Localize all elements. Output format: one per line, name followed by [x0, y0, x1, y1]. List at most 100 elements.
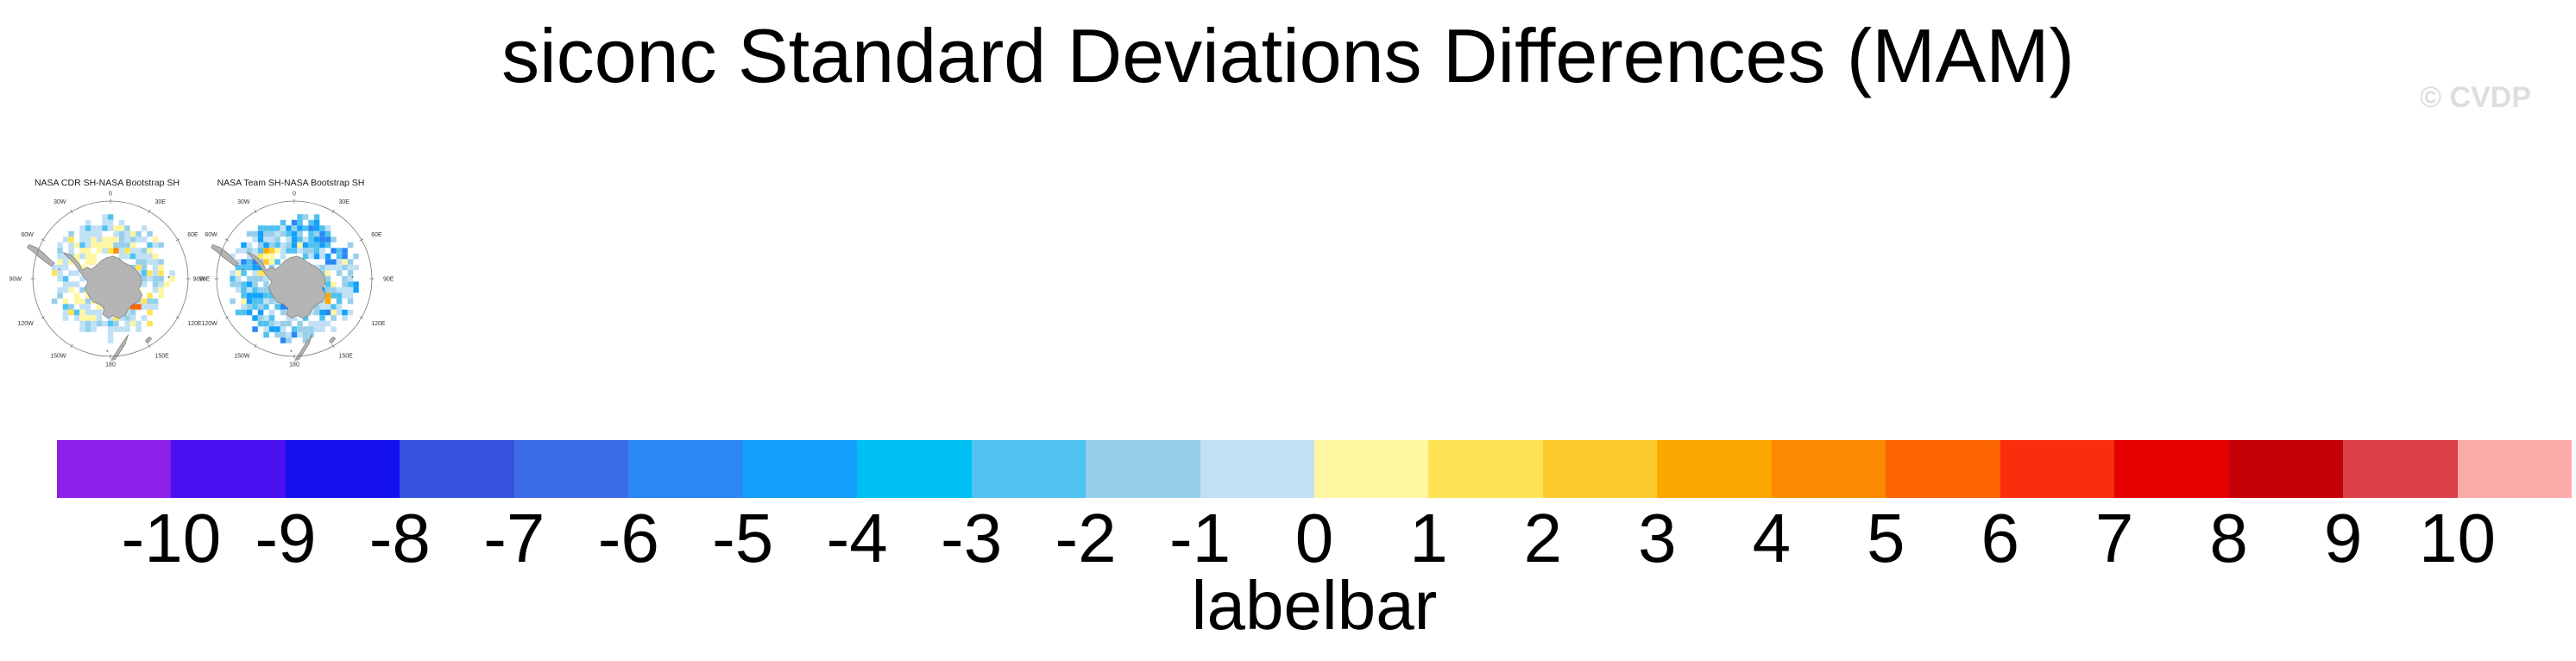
longitude-tick: [359, 316, 364, 319]
colorbar-label: labelbar: [1191, 567, 1438, 644]
landmass: [62, 252, 143, 319]
colorbar-swatch: [628, 440, 743, 498]
colorbar-tick: 10: [2419, 500, 2497, 576]
longitude-label: 120E: [187, 321, 202, 327]
islet-dot: [167, 276, 170, 279]
longitude-label: 120W: [18, 321, 35, 327]
longitude-label: 90E: [383, 276, 394, 282]
colorbar-tick: -3: [941, 500, 1003, 576]
colorbar-swatch: [2343, 440, 2458, 498]
cvdp-watermark: © CVDP: [2420, 81, 2531, 114]
colorbar-swatch: [1200, 440, 1314, 498]
figure-title: siconc Standard Deviations Differences (…: [501, 13, 2075, 98]
islet-dot: [242, 268, 244, 271]
longitude-label: 150W: [234, 354, 250, 360]
longitude-label: 30E: [155, 199, 167, 205]
colorbar-tick: 2: [1523, 500, 1563, 576]
colorbar-tick: 7: [2094, 500, 2134, 576]
longitude-label: 60E: [371, 232, 382, 238]
longitude-tick: [70, 209, 73, 214]
longitude-tick: [254, 343, 257, 349]
longitude-tick: [224, 316, 230, 319]
longitude-label: 180: [289, 362, 299, 368]
land-group: [211, 243, 354, 362]
longitude-label: 90E: [199, 276, 211, 282]
islet-dot: [106, 349, 109, 352]
longitude-label: 30W: [237, 199, 250, 205]
longitude-label: 150E: [339, 354, 354, 360]
panel-title-right: NASA Team SH-NASA Bootstrap SH: [217, 178, 365, 188]
longitude-label: 90W: [193, 276, 206, 282]
landmass: [294, 334, 313, 362]
colorbar-tick: 0: [1294, 500, 1334, 576]
landmass: [27, 243, 55, 268]
longitude-label: 90W: [9, 276, 22, 282]
longitude-label: 60W: [21, 232, 34, 238]
colorbar-swatch: [2114, 440, 2229, 498]
longitude-label: 0: [109, 191, 112, 197]
longitude-tick: [175, 316, 180, 319]
colorbar-tick: -8: [368, 500, 431, 576]
landmass: [211, 243, 239, 268]
longitude-label: 30E: [339, 199, 350, 205]
longitude-tick: [254, 209, 257, 214]
colorbar-tick: 4: [1752, 500, 1792, 576]
longitude-label: 120E: [371, 321, 386, 327]
panel-title-left: NASA CDR SH-NASA Bootstrap SH: [34, 178, 180, 188]
colorbar-ticks: -10 -9 -8 -7 -6 -5 -4 -3 -2 -1 0 1 2 3 4 5 6 7 8 9 10: [57, 504, 2572, 586]
colorbar-tick: -1: [1168, 500, 1231, 576]
longitude-tick: [41, 316, 46, 319]
colorbar-swatch: [2457, 440, 2572, 498]
longitude-tick: [148, 343, 151, 349]
longitude-label: 30W: [54, 199, 66, 205]
colorbar-tick: -2: [1055, 500, 1117, 576]
antarctic-maps: 0 30E 60E 90E 120E 150E 180 150W 120W 90W 60W 30W 0 3…: [9, 191, 394, 368]
colorbar-tick: 5: [1867, 500, 1905, 576]
islet-dot: [351, 276, 354, 279]
longitude-tick: [70, 343, 73, 349]
colorbar-swatch: [1086, 440, 1200, 498]
colorbar-swatch: [1886, 440, 2000, 498]
longitude-tick: [359, 238, 364, 242]
longitude-tick: [148, 209, 151, 214]
longitude-label: 0: [293, 191, 296, 197]
colorbar-tick: -7: [483, 500, 545, 576]
colorbar-tick: -4: [826, 500, 888, 576]
colorbar-swatch: [513, 440, 629, 498]
colorbar-tick: -9: [255, 500, 317, 576]
colorbar-tick: -6: [597, 500, 659, 576]
longitude-label: 150E: [155, 354, 170, 360]
longitude-label: 60W: [205, 232, 217, 238]
colorbar-swatch: [171, 440, 286, 498]
islet-dot: [58, 268, 60, 271]
colorbar-swatch: [2000, 440, 2115, 498]
colorbar-tick: 3: [1638, 500, 1677, 576]
longitude-label: 150W: [50, 354, 66, 360]
land-group: [27, 243, 170, 362]
colorbar-tick: -10: [121, 500, 222, 576]
landmass: [145, 337, 153, 344]
colorbar-tick: -5: [712, 500, 774, 576]
islet-dot: [290, 349, 293, 352]
colorbar-swatch: [1771, 440, 1886, 498]
colorbar-swatch: [2228, 440, 2344, 498]
ice-diff-cells: [51, 214, 175, 343]
colorbar-tick: 6: [1981, 500, 2019, 576]
longitude-tick: [224, 238, 230, 242]
colorbar-swatch: [400, 440, 514, 498]
landmass: [110, 334, 129, 362]
longitude-label: 60E: [187, 232, 198, 238]
colorbar-swatch: [1657, 440, 1772, 498]
longitude-tick: [41, 238, 46, 242]
ice-diff-cells: [230, 214, 359, 343]
longitude-tick: [331, 209, 335, 214]
colorbar-swatch: [857, 440, 972, 498]
longitude-label: 120W: [202, 321, 218, 327]
colorbar-swatch: [1313, 440, 1429, 498]
longitude-tick: [331, 343, 335, 349]
longitude-label: 180: [105, 362, 116, 368]
colorbar-tick: 9: [2323, 500, 2363, 576]
colorbar-swatch: [1428, 440, 1543, 498]
colorbar-swatch: [1542, 440, 1658, 498]
